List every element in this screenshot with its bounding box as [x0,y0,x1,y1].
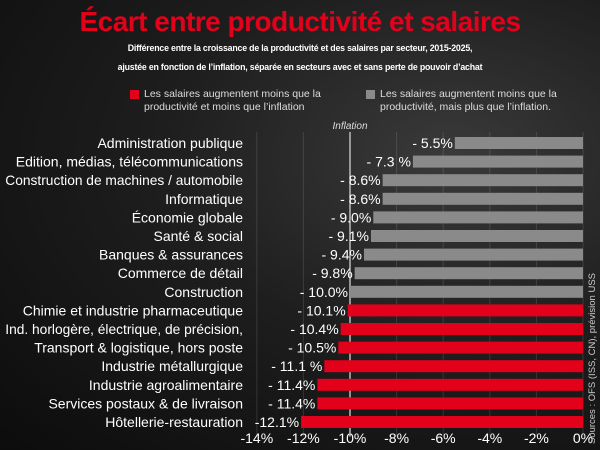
x-tick-label: -4% [477,430,502,446]
category-label: Construction [164,284,243,300]
category-label: Edition, médias, télécommunications [16,154,243,170]
legend-swatch-grey [366,90,375,99]
category-label: Transport & logistique, hors poste [34,340,243,356]
value-label: - 5.5% [412,135,452,151]
bar [454,137,583,149]
legend-label: productivité et moins que l’inflation [144,101,305,113]
value-label: - 9.4% [322,247,362,263]
legend-item-red: Les salaires augmentent moins que la prod… [130,88,321,114]
bar [354,267,583,280]
chart-subtitle-line1: Différence entre la croissance de la pro… [127,43,473,53]
source-note: Sources : OFS (ISS, CN), prévision USS [587,272,598,444]
value-label: - 10.4% [290,321,338,337]
bar [317,378,583,391]
x-tick-label: -8% [384,430,409,446]
value-label: - 10.1% [297,302,345,318]
bar [350,285,583,298]
value-label: - 10.5% [288,340,336,356]
bar [363,248,583,261]
x-tick-label: -12% [287,430,320,446]
legend-item-grey: Les salaires augmentent moins que la prod… [366,88,557,114]
bar [370,230,583,242]
bar [324,360,583,373]
category-label: Santé & social [154,228,244,244]
category-label: Services postaux & de livraison [48,395,243,411]
value-label: - 9.1% [329,228,369,244]
x-tick-label: -10% [334,430,367,446]
bar [338,341,583,354]
value-label: - 8.6% [340,191,380,207]
legend-label: Les salaires augmentent moins que la [380,88,557,100]
bar [301,416,583,428]
category-label: Économie globale [132,209,244,225]
category-label: Chimie et industrie pharmaceutique [23,302,243,318]
category-label: Administration publique [97,135,243,151]
value-label: - 9.0% [331,209,371,225]
category-label: Construction de machines / automobile [5,173,243,188]
category-label: Industrie agroalimentaire [89,377,243,393]
chart-title: Écart entre productivité et salaires [79,6,521,37]
legend-swatch-red [130,90,139,99]
x-tick-label: 0% [573,430,593,446]
legend-label: productivité, mais plus que l’inflation. [380,101,552,113]
value-label: - 11.1 % [271,358,322,374]
value-label: - 9.8% [312,265,352,281]
category-label: Banques & assurances [99,247,243,263]
bar [382,192,583,205]
x-tick-label: -14% [240,430,273,446]
x-tick-label: -6% [431,430,456,446]
value-label: - 8.6% [340,172,380,188]
legend-label: Les salaires augmentent moins que la [144,88,321,100]
category-label: Industrie métallurgique [101,358,243,374]
bar [347,304,583,317]
category-label: Informatique [165,191,243,207]
x-tick-label: -2% [524,430,549,446]
category-label: Commerce de détail [118,265,243,281]
value-label: -12.1% [255,414,299,430]
inflation-label: Inflation [332,121,367,132]
bar [317,397,583,410]
value-label: - 10.0% [300,284,348,300]
value-label: - 11.4% [268,377,315,393]
bar [373,211,583,224]
category-label: Ind. horlogère, électrique, de précision… [5,322,243,337]
value-label: - 11.4% [268,395,315,411]
bar [412,155,583,168]
bar [382,174,583,187]
chart-subtitle-line2: ajustée en fonction de l’inflation, sépa… [117,62,483,72]
bar [340,323,583,335]
category-label: Hôtellerie-restauration [105,414,243,430]
value-label: - 7.3 % [367,154,411,170]
